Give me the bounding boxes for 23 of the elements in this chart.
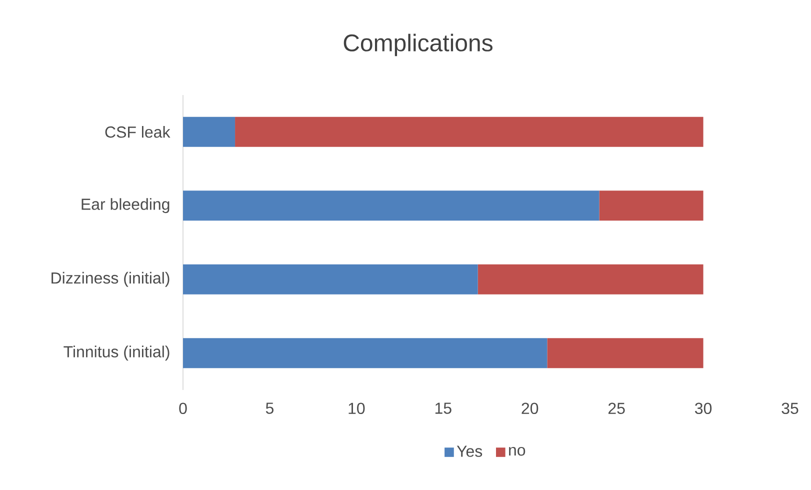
bar xyxy=(183,190,600,221)
legend-label: Yes xyxy=(456,446,482,457)
bar xyxy=(599,190,704,221)
bar xyxy=(478,264,704,294)
x-tick-label: 30 xyxy=(694,402,712,414)
bar xyxy=(183,264,478,294)
y-tick-label: Ear bleeding xyxy=(82,198,170,214)
chart-title: Complications xyxy=(344,34,492,56)
x-tick-label: 5 xyxy=(266,402,274,414)
x-tick-label: 15 xyxy=(435,402,452,414)
bar xyxy=(183,116,236,147)
bar xyxy=(183,338,548,368)
x-tick-label: 10 xyxy=(348,402,365,414)
bar xyxy=(235,116,704,147)
y-tick-label: Tinnitus (initial) xyxy=(64,346,170,361)
y-tick-label: CSF leak xyxy=(105,126,170,138)
x-tick-label: 20 xyxy=(522,402,538,414)
legend-label: no xyxy=(509,446,526,456)
x-tick-label: 25 xyxy=(608,402,625,414)
bar xyxy=(547,338,704,368)
x-tick-label: 0 xyxy=(179,402,187,414)
y-tick-label: Dizziness (initial) xyxy=(52,272,170,287)
x-tick-label: 35 xyxy=(782,402,798,414)
